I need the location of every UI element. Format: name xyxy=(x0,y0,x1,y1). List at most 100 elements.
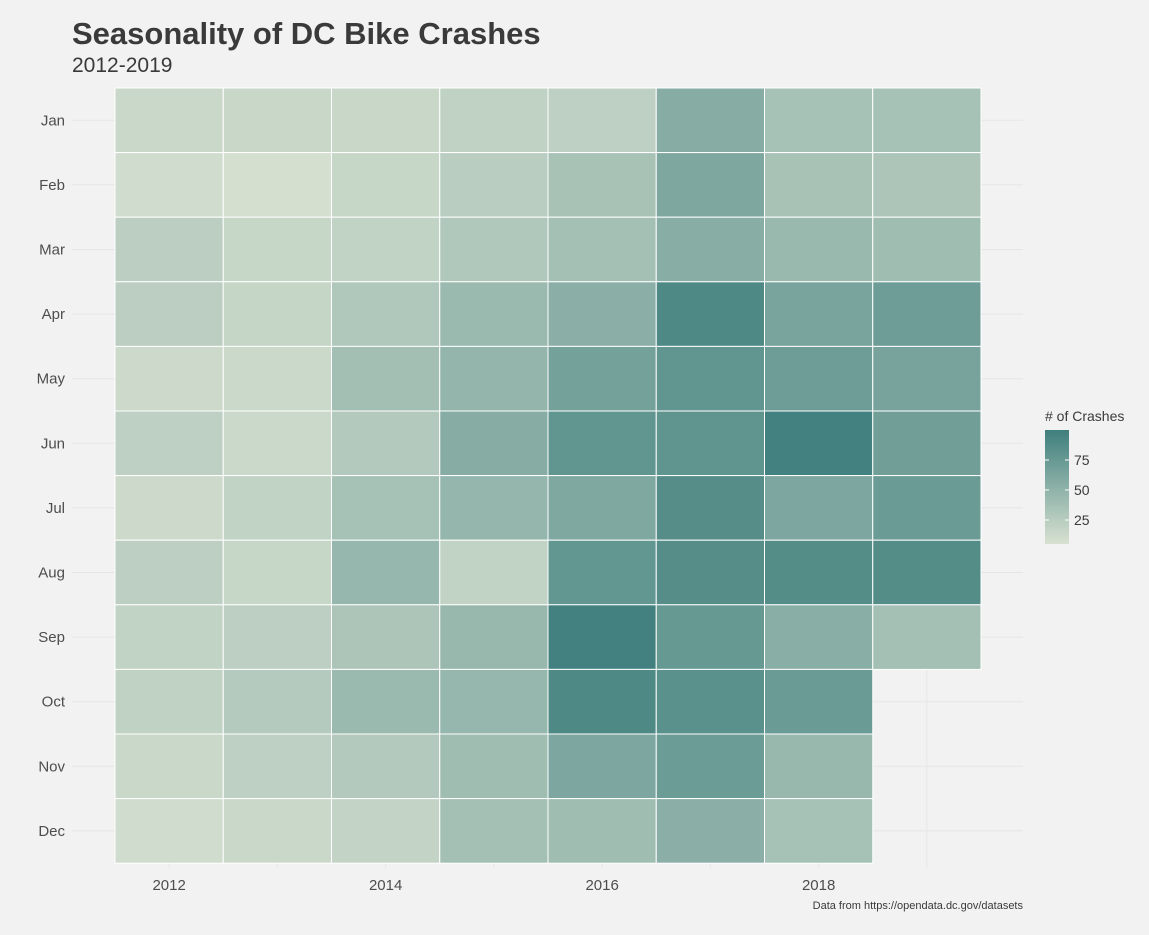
heatmap-cell xyxy=(655,539,765,606)
y-tick-label: Oct xyxy=(42,694,66,711)
x-tick-label: 2014 xyxy=(369,877,402,894)
chart-title: Seasonality of DC Bike Crashes xyxy=(72,16,541,51)
heatmap-cell xyxy=(547,281,657,347)
heatmap-cell xyxy=(764,604,874,670)
heatmap-cell xyxy=(331,733,441,800)
heatmap-cell xyxy=(655,475,765,541)
heatmap-cells xyxy=(114,87,982,864)
heatmap-cell xyxy=(114,410,224,477)
heatmap-cell xyxy=(222,281,332,347)
heatmap-cell xyxy=(331,604,441,670)
heatmap-cell xyxy=(547,87,657,154)
heatmap-cell xyxy=(655,345,765,412)
y-axis: Jan Feb Mar Apr May Jun Jul Aug Sep Oct Nov Dec xyxy=(37,112,66,840)
heatmap-cell xyxy=(872,281,982,347)
y-tick-label: Sep xyxy=(38,629,65,646)
legend-title: # of Crashes xyxy=(1045,408,1124,424)
heatmap-cell xyxy=(764,539,874,606)
heatmap-cell xyxy=(872,539,982,606)
heatmap-cell xyxy=(764,410,874,477)
heatmap-cell xyxy=(439,668,549,735)
y-tick-label: Jan xyxy=(41,112,65,129)
x-tick-label: 2012 xyxy=(152,877,185,894)
heatmap-cell xyxy=(872,604,982,670)
heatmap-cell xyxy=(222,345,332,412)
y-tick-label: Nov xyxy=(38,758,65,775)
chart-subtitle: 2012-2019 xyxy=(72,54,172,77)
heatmap-cell xyxy=(331,345,441,412)
heatmap-cell xyxy=(439,345,549,412)
heatmap-cell xyxy=(872,410,982,477)
heatmap-cell xyxy=(764,798,874,864)
heatmap-cell xyxy=(655,604,765,670)
heatmap-cell xyxy=(439,216,549,283)
chart-caption: Data from https://opendata.dc.gov/datase… xyxy=(813,900,1024,912)
heatmap-cell xyxy=(764,87,874,154)
y-tick-label: Apr xyxy=(42,306,65,323)
heatmap-cell xyxy=(331,87,441,154)
heatmap-cell xyxy=(872,345,982,412)
heatmap-cell xyxy=(222,475,332,541)
heatmap-cell xyxy=(114,604,224,670)
legend-colorbar xyxy=(1045,430,1069,544)
heatmap-cell xyxy=(872,152,982,218)
heatmap-cell xyxy=(439,733,549,800)
heatmap-cell xyxy=(331,152,441,218)
legend-tick-label: 75 xyxy=(1074,452,1090,468)
heatmap-cell xyxy=(114,87,224,154)
heatmap-cell xyxy=(222,87,332,154)
heatmap-cell xyxy=(439,539,549,606)
y-tick-label: May xyxy=(37,371,66,388)
heatmap-cell xyxy=(439,410,549,477)
y-tick-label: Dec xyxy=(38,823,65,840)
heatmap-cell xyxy=(222,668,332,735)
heatmap-cell xyxy=(222,216,332,283)
y-tick-label: Jun xyxy=(41,435,65,452)
heatmap-cell xyxy=(655,798,765,864)
y-tick-label: Aug xyxy=(38,565,65,582)
legend-tick-label: 50 xyxy=(1074,482,1090,498)
heatmap-cell xyxy=(114,798,224,864)
heatmap-cell xyxy=(655,216,765,283)
heatmap-cell xyxy=(655,87,765,154)
heatmap-cell xyxy=(764,152,874,218)
heatmap-cell xyxy=(655,733,765,800)
color-legend: # of Crashes 25 50 75 xyxy=(1045,408,1124,544)
heatmap-cell xyxy=(114,733,224,800)
heatmap-cell xyxy=(439,604,549,670)
heatmap-cell xyxy=(764,668,874,735)
heatmap-cell xyxy=(655,152,765,218)
heatmap-cell xyxy=(655,281,765,347)
heatmap-cell xyxy=(114,281,224,347)
heatmap-cell xyxy=(439,798,549,864)
heatmap-cell xyxy=(872,87,982,154)
heatmap-cell xyxy=(222,152,332,218)
heatmap-cell xyxy=(222,604,332,670)
x-tick-label: 2016 xyxy=(585,877,618,894)
heatmap-cell xyxy=(114,152,224,218)
heatmap-cell xyxy=(547,733,657,800)
heatmap-cell xyxy=(331,475,441,541)
x-axis: 2012 2014 2016 2018 xyxy=(152,877,835,894)
heatmap-cell xyxy=(114,668,224,735)
heatmap-cell xyxy=(547,216,657,283)
heatmap-cell xyxy=(547,604,657,670)
heatmap-cell xyxy=(764,475,874,541)
heatmap-cell xyxy=(764,216,874,283)
heatmap-cell xyxy=(764,345,874,412)
heatmap-cell xyxy=(439,281,549,347)
heatmap-cell xyxy=(547,668,657,735)
heatmap-cell xyxy=(222,539,332,606)
heatmap-cell xyxy=(331,668,441,735)
heatmap-cell xyxy=(655,668,765,735)
heatmap-cell xyxy=(547,475,657,541)
heatmap-cell xyxy=(114,345,224,412)
heatmap-cell xyxy=(655,410,765,477)
y-tick-label: Mar xyxy=(39,242,65,259)
legend-tick-label: 25 xyxy=(1074,512,1090,528)
heatmap-cell xyxy=(547,410,657,477)
heatmap-cell xyxy=(114,216,224,283)
heatmap-cell xyxy=(547,539,657,606)
heatmap-cell xyxy=(331,410,441,477)
